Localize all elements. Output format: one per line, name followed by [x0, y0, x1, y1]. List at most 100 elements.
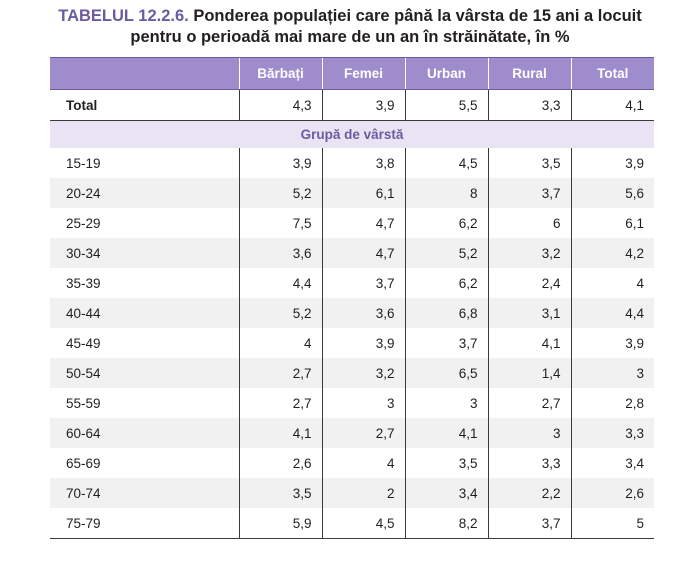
table-row: 25-29 7,5 4,7 6,2 6 6,1 [50, 208, 654, 238]
total-cell-total: 4,1 [570, 89, 654, 121]
row-label: 25-29 [66, 215, 101, 231]
table-row: 20-24 5,2 6,1 8 3,7 5,6 [50, 178, 654, 208]
cell-barbati: 5,9 [238, 508, 322, 539]
table-row: 40-44 5,2 3,6 6,8 3,1 4,4 [50, 298, 654, 328]
cell-barbati: 2,7 [238, 358, 322, 388]
table-row: 45-49 4 3,9 3,7 4,1 3,9 [50, 328, 654, 358]
row-label: 45-49 [66, 335, 101, 351]
cell-urban: 3,4 [404, 478, 488, 508]
table-row: 50-54 2,7 3,2 6,5 1,4 3 [50, 358, 654, 388]
total-cell-urban: 5,5 [404, 89, 488, 121]
cell-femei: 4 [321, 448, 405, 478]
table-caption: TABELUL 12.2.6. Ponderea populației care… [0, 6, 700, 48]
cell-femei: 4,7 [321, 238, 405, 268]
cell-urban: 4,1 [404, 418, 488, 448]
cell-total: 3,4 [570, 448, 654, 478]
cell-barbati: 3,6 [238, 238, 322, 268]
cell-femei: 3,7 [321, 268, 405, 298]
cell-barbati: 3,9 [238, 148, 322, 178]
cell-rural: 3,1 [487, 298, 571, 328]
cell-femei: 3,8 [321, 148, 405, 178]
table-row: 65-69 2,6 4 3,5 3,3 3,4 [50, 448, 654, 478]
column-header-total: Total [570, 57, 654, 90]
column-header-urban: Urban [404, 57, 488, 90]
cell-barbati: 5,2 [238, 298, 322, 328]
cell-total: 6,1 [570, 208, 654, 238]
cell-femei: 2,7 [321, 418, 405, 448]
cell-total: 5 [570, 508, 654, 539]
row-label: 65-69 [66, 455, 101, 471]
group-header-age: Grupă de vârstă [50, 120, 654, 148]
cell-urban: 4,5 [404, 148, 488, 178]
table-row: 30-34 3,6 4,7 5,2 3,2 4,2 [50, 238, 654, 268]
cell-femei: 3 [321, 388, 405, 418]
cell-rural: 3,7 [487, 508, 571, 539]
cell-rural: 3 [487, 418, 571, 448]
row-label: 20-24 [50, 178, 239, 208]
table-row: 35-39 4,4 3,7 6,2 2,4 4 [50, 268, 654, 298]
group-header-row: Grupă de vârstă [50, 120, 654, 148]
cell-femei: 3,6 [321, 298, 405, 328]
total-row-label: Total [50, 89, 239, 121]
cell-rural: 3,7 [487, 178, 571, 208]
cell-barbati: 3,5 [238, 478, 322, 508]
header-row: Bărbați Femei Urban Rural Total [50, 57, 654, 90]
table-row: 75-79 5,9 4,5 8,2 3,7 5 [50, 508, 654, 539]
total-cell-femei: 3,9 [321, 89, 405, 121]
cell-femei: 2 [321, 478, 405, 508]
cell-total: 2,8 [570, 388, 654, 418]
cell-total: 5,6 [570, 178, 654, 208]
cell-total: 3,9 [570, 328, 654, 358]
cell-barbati: 4,4 [238, 268, 322, 298]
caption-line-1: TABELUL 12.2.6. Ponderea populației care… [0, 6, 700, 27]
row-label: 55-59 [66, 395, 101, 411]
cell-femei: 3,9 [321, 328, 405, 358]
data-table: Bărbați Femei Urban Rural Total Total 4,… [50, 57, 654, 539]
cell-urban: 8 [404, 178, 488, 208]
cell-barbati: 2,6 [238, 448, 322, 478]
cell-femei: 4,5 [321, 508, 405, 539]
cell-rural: 2,2 [487, 478, 571, 508]
cell-rural: 1,4 [487, 358, 571, 388]
cell-barbati: 4 [238, 328, 322, 358]
table-row: 70-74 3,5 2 3,4 2,2 2,6 [50, 478, 654, 508]
row-label: 15-19 [66, 155, 101, 171]
row-label: 40-44 [50, 298, 239, 328]
row-label: 60-64 [50, 418, 239, 448]
cell-rural: 2,7 [487, 388, 571, 418]
cell-urban: 3 [404, 388, 488, 418]
cell-urban: 5,2 [404, 238, 488, 268]
cell-total: 4,2 [570, 238, 654, 268]
caption-title-line-2: pentru o perioadă mai mare de un an în s… [130, 28, 570, 46]
cell-femei: 3,2 [321, 358, 405, 388]
row-label: 35-39 [66, 275, 101, 291]
cell-urban: 6,2 [404, 208, 488, 238]
cell-rural: 6 [487, 208, 571, 238]
table-row: 55-59 2,7 3 3 2,7 2,8 [50, 388, 654, 418]
row-label: 75-79 [50, 508, 239, 539]
cell-urban: 6,5 [404, 358, 488, 388]
table-row: 60-64 4,1 2,7 4,1 3 3,3 [50, 418, 654, 448]
age-group-rows: 15-19 3,9 3,8 4,5 3,5 3,9 20-24 5,2 6,1 8 3,7 5,6 25… [50, 148, 654, 539]
cell-barbati: 5,2 [238, 178, 322, 208]
cell-femei: 6,1 [321, 178, 405, 208]
column-header-barbati: Bărbați [238, 57, 322, 90]
column-header-rural: Rural [487, 57, 571, 90]
cell-barbati: 4,1 [238, 418, 322, 448]
cell-femei: 4,7 [321, 208, 405, 238]
cell-urban: 6,8 [404, 298, 488, 328]
cell-rural: 3,5 [487, 148, 571, 178]
cell-total: 3,9 [570, 148, 654, 178]
cell-barbati: 2,7 [238, 388, 322, 418]
column-header-label [50, 57, 239, 90]
cell-urban: 8,2 [404, 508, 488, 539]
cell-total: 2,6 [570, 478, 654, 508]
cell-urban: 3,7 [404, 328, 488, 358]
cell-total: 3 [570, 358, 654, 388]
cell-rural: 3,3 [487, 448, 571, 478]
cell-rural: 2,4 [487, 268, 571, 298]
cell-urban: 3,5 [404, 448, 488, 478]
cell-barbati: 7,5 [238, 208, 322, 238]
row-label: 70-74 [50, 478, 239, 508]
table-number: TABELUL 12.2.6. [58, 7, 189, 25]
